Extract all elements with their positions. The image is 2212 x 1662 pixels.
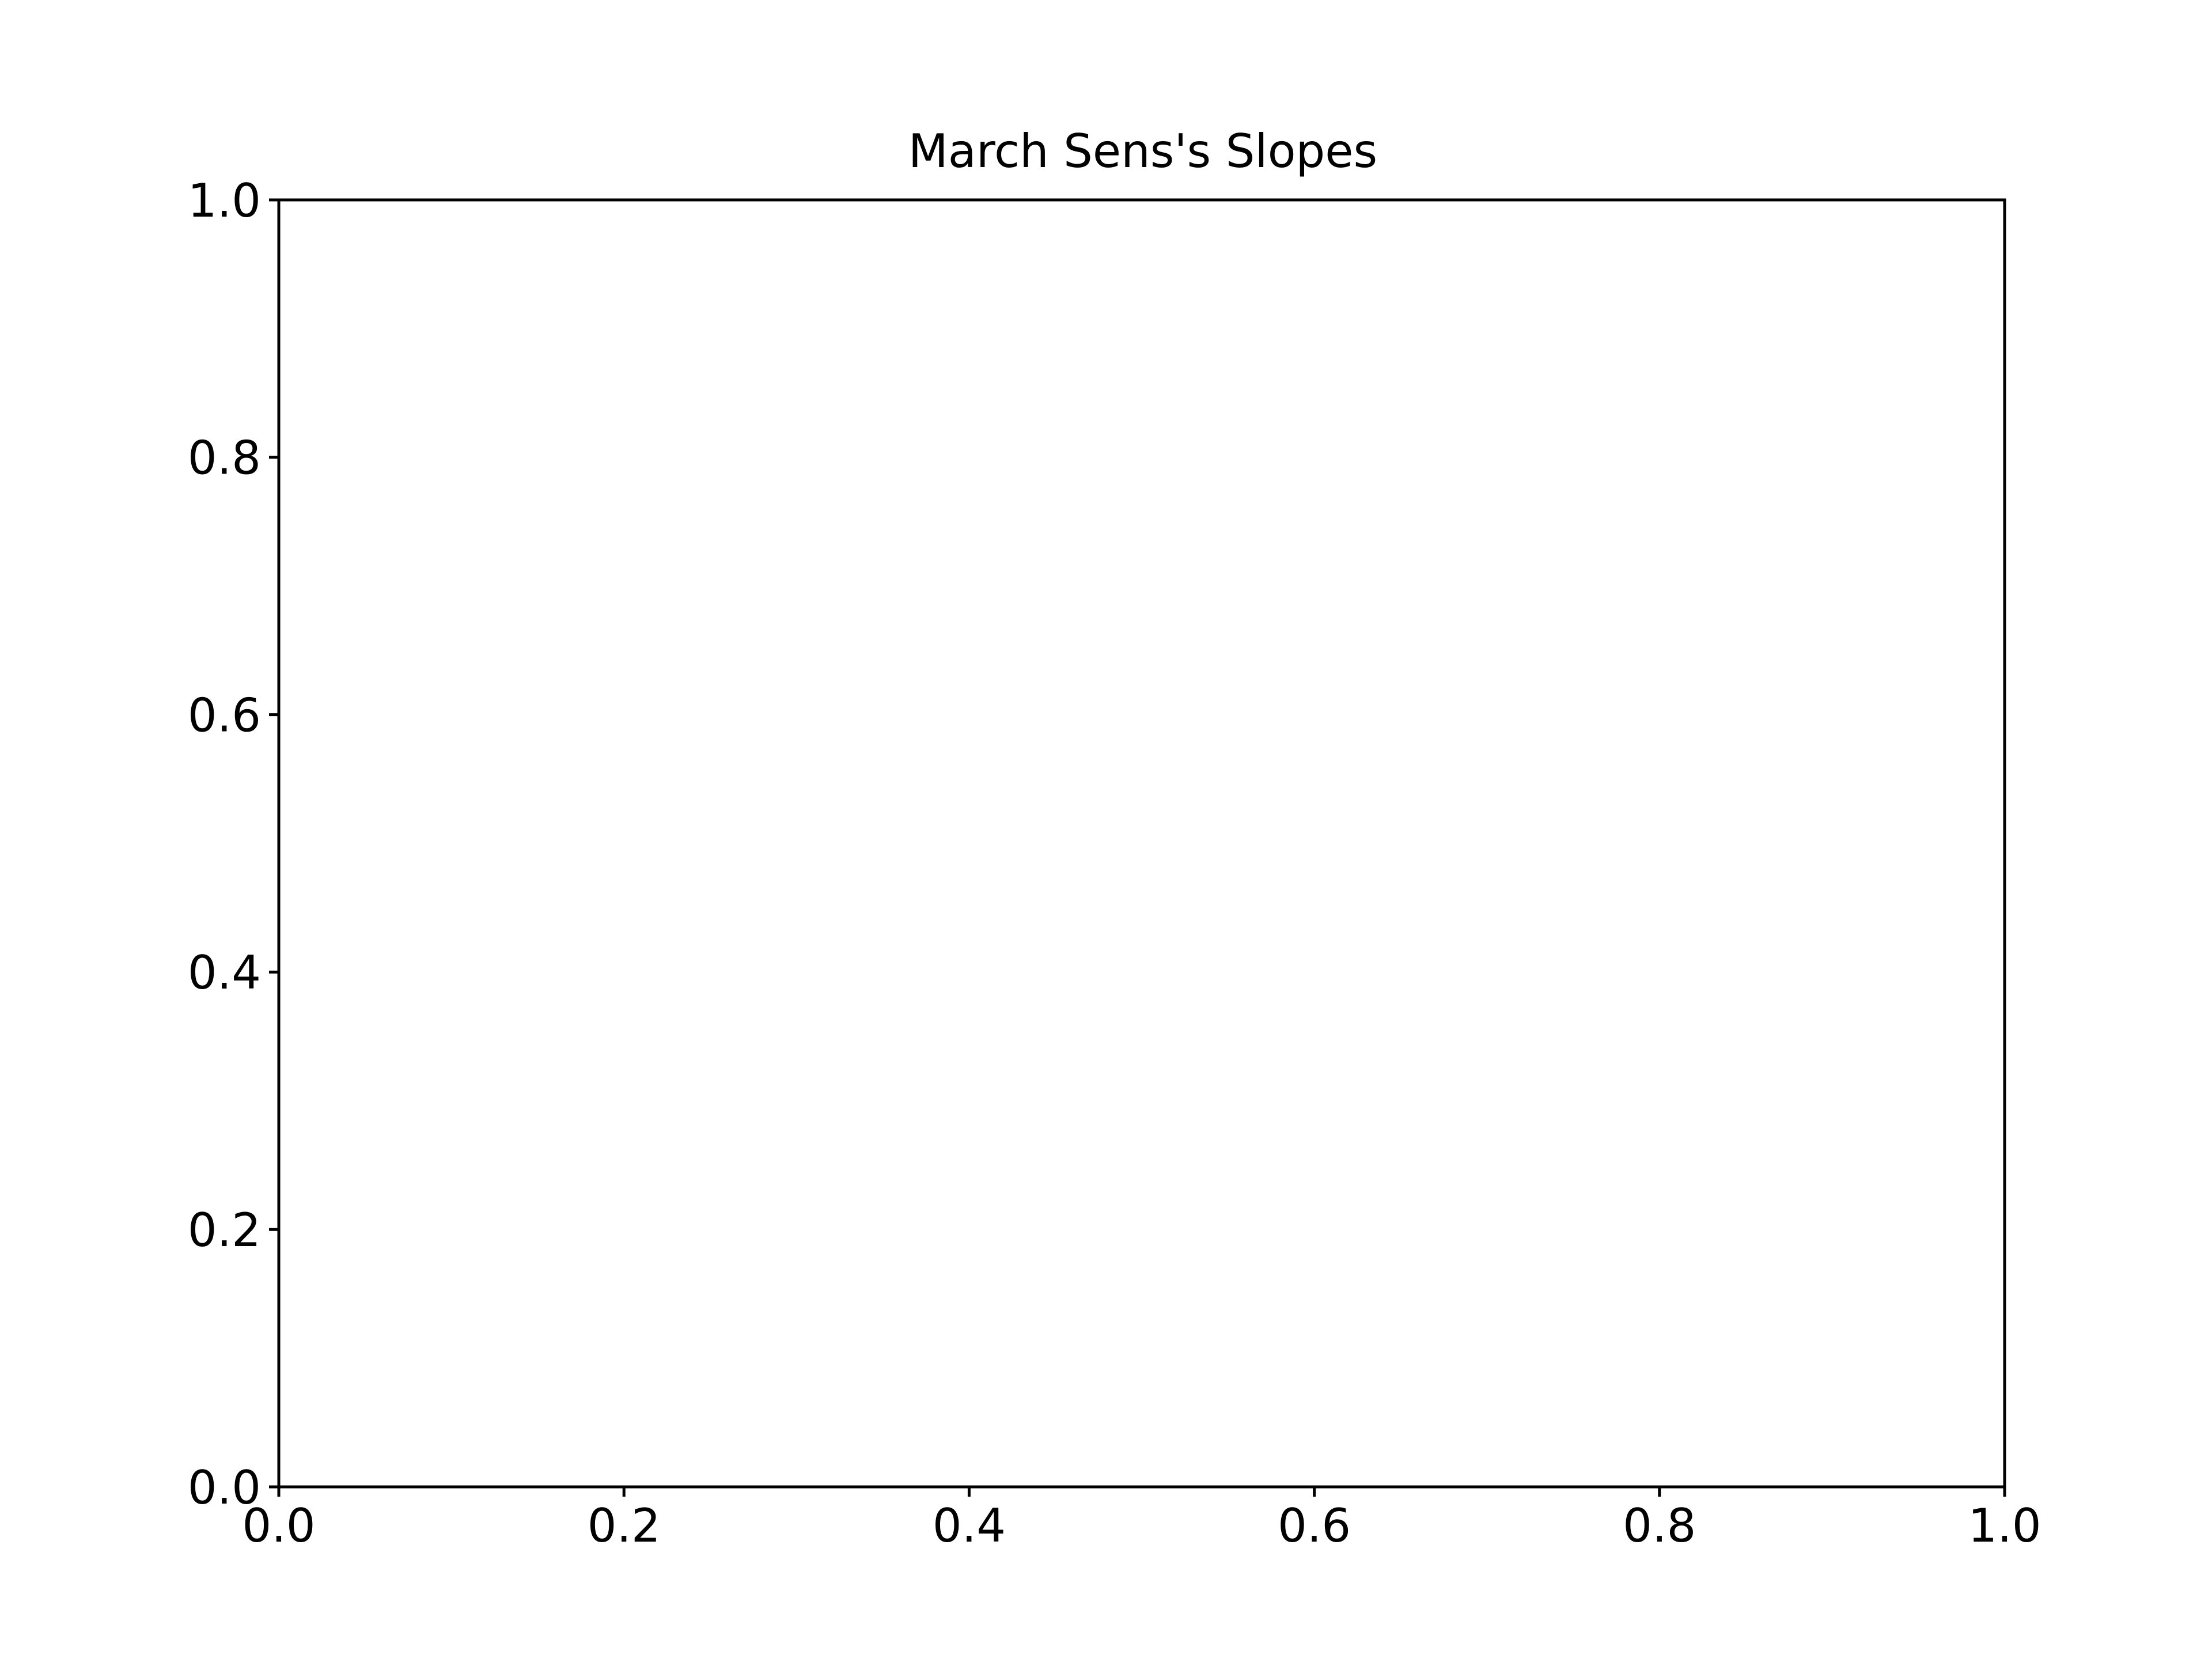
y-tick-label: 0.4: [188, 946, 261, 1000]
x-tick-label: 0.2: [588, 1499, 661, 1553]
y-tick-label: 0.2: [188, 1203, 261, 1257]
x-tick-label: 0.6: [1278, 1499, 1351, 1553]
x-tick-label: 0.0: [242, 1499, 315, 1553]
chart-title: March Sens's Slopes: [908, 124, 1377, 178]
x-tick-label: 0.8: [1623, 1499, 1696, 1553]
plot-area-frame: [277, 198, 2006, 1489]
x-tick-label: 0.4: [933, 1499, 1006, 1553]
y-tick-label: 0.8: [188, 431, 261, 485]
y-tick-label: 1.0: [188, 174, 261, 228]
y-tick-label: 0.6: [188, 688, 261, 742]
y-tick-label: 0.0: [188, 1461, 261, 1515]
x-axis-ticks: 0.0 0.2 0.4 0.6 0.8 1.0: [242, 1487, 2041, 1553]
y-axis-ticks: 0.0 0.2 0.4 0.6 0.8 1.0: [188, 174, 279, 1515]
x-tick-label: 1.0: [1968, 1499, 2041, 1553]
